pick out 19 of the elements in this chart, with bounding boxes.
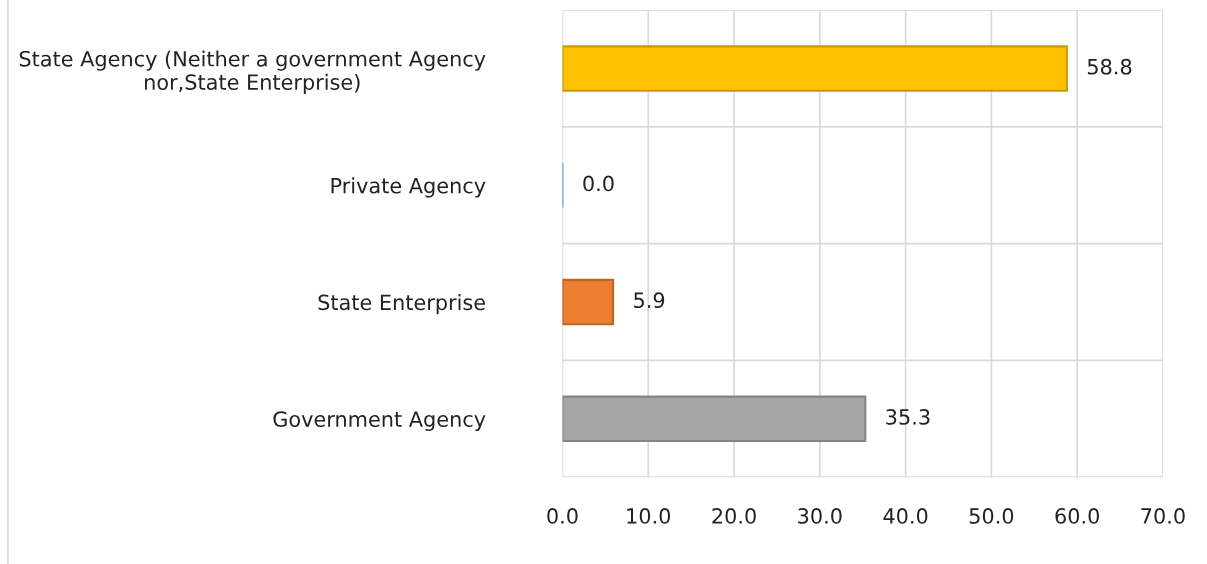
x-tick-label: 10.0	[627, 508, 671, 524]
x-tick-label: 70.0	[1141, 508, 1185, 524]
x-tick-label: 0.0	[547, 508, 578, 524]
data-label: 58.8	[1087, 58, 1132, 75]
y-tick-label: Government Agency	[273, 411, 486, 432]
x-tick-label: 60.0	[1055, 508, 1099, 524]
bar	[562, 278, 615, 326]
x-tick-label: 40.0	[883, 508, 928, 524]
y-tick-label: Private Agency	[331, 177, 486, 198]
bar	[562, 45, 1068, 92]
x-tick-label: 20.0	[712, 508, 756, 524]
data-label: 0.0	[583, 175, 614, 192]
y-tick-label: State Enterprise	[318, 294, 485, 315]
data-label: 5.9	[634, 292, 665, 309]
y-tick-label: State Agency (Neither a government Agency nor,State Enterprise)	[19, 50, 486, 95]
x-tick-label: 30.0	[798, 508, 842, 524]
bar	[562, 395, 867, 442]
data-label: 35.3	[886, 409, 930, 425]
x-tick-label: 50.0	[969, 508, 1014, 524]
